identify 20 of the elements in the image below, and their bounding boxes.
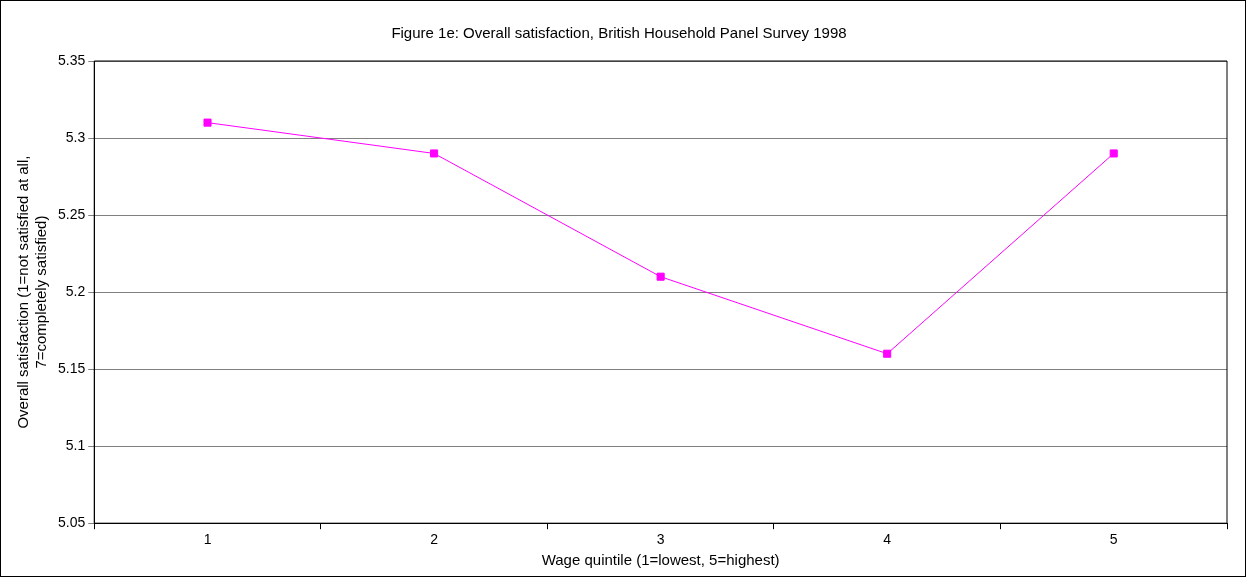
y-tick-label: 5.05 bbox=[58, 514, 86, 531]
y-tick-label: 5.2 bbox=[65, 282, 86, 299]
point bbox=[883, 349, 892, 358]
y-tick-label: 5.15 bbox=[58, 359, 86, 376]
y-tick-label: 5.1 bbox=[65, 437, 86, 454]
point bbox=[656, 272, 665, 281]
x-tick-label: 3 bbox=[656, 531, 665, 548]
y-tick-label: 5.25 bbox=[58, 205, 86, 222]
x-axis-title: Wage quintile (1=lowest, 5=highest) bbox=[541, 551, 780, 569]
point bbox=[1109, 149, 1118, 158]
x-tick-label: 5 bbox=[1109, 531, 1118, 548]
x-tick-label: 1 bbox=[203, 531, 212, 548]
y-tick-label: 5.35 bbox=[58, 51, 86, 68]
point bbox=[203, 118, 212, 127]
point bbox=[430, 149, 439, 158]
chart-title: Figure 1e: Overall satisfaction, British Household Panel Survey 1998 bbox=[391, 24, 847, 42]
y-axis-title: Overall satisfaction (1=not satisfied at all, 7=completely satisfied) bbox=[14, 155, 50, 429]
x-tick-label: 4 bbox=[883, 531, 892, 548]
y-tick-label: 5.3 bbox=[65, 128, 86, 145]
x-tick-label: 2 bbox=[430, 531, 439, 548]
